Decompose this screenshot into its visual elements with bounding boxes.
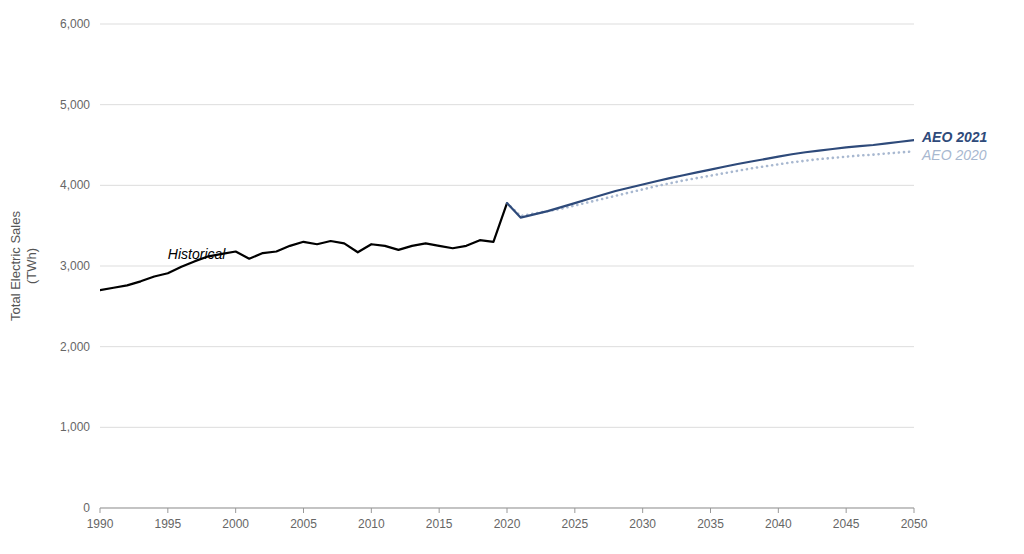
x-axis: 1990 1995 2000 2005 2010 2015 2020 2025 2030 2035… [87,508,928,531]
x-tick-label: 2025 [561,517,588,531]
series-labels: Historical AEO 2021 AEO 2020 [168,129,988,262]
x-tick-label: 2020 [494,517,521,531]
x-tick [167,508,168,513]
y-tick-label: 4,000 [60,178,90,192]
x-tick [846,508,847,513]
x-tick [914,508,915,513]
series-line [100,203,507,290]
y-axis-label-line: Total Electric Sales [8,211,23,321]
x-tick-label: 2035 [697,517,724,531]
y-tick-label: 0 [83,501,90,515]
x-tick-label: 2045 [833,517,860,531]
x-tick [439,508,440,513]
x-tick-label: 2010 [358,517,385,531]
x-tick-label: 2040 [765,517,792,531]
x-tick-label: 2015 [426,517,453,531]
y-tick-label: 2,000 [60,340,90,354]
x-tick-label: 2050 [901,517,928,531]
y-axis: 0 1,000 2,000 3,000 4,000 5,000 6,000 [60,17,914,515]
grid-line [100,104,914,105]
x-tick [100,508,101,513]
grid-line [100,346,914,347]
y-axis-label: Total Electric Sales(TWh) [8,211,39,321]
series-line [507,151,914,216]
grid-line [100,24,914,25]
y-tick-label: 5,000 [60,98,90,112]
grid-line [100,266,914,267]
x-tick [371,508,372,513]
series-label: Historical [168,246,226,262]
series-label: AEO 2021 [921,129,988,145]
x-tick [778,508,779,513]
lines [100,140,914,290]
series-line [507,140,914,217]
x-tick [303,508,304,513]
x-tick [235,508,236,513]
chart: 0 1,000 2,000 3,000 4,000 5,000 6,000 1990 1995 2… [0,0,1024,554]
x-tick [507,508,508,513]
x-tick [574,508,575,513]
y-tick-label: 3,000 [60,259,90,273]
y-tick-label: 6,000 [60,17,90,31]
y-tick-label: 1,000 [60,420,90,434]
x-tick-label: 1995 [154,517,181,531]
grid-line [100,427,914,428]
x-tick-label: 2030 [629,517,656,531]
series-label: AEO 2020 [921,147,987,163]
y-axis-label-line: (TWh) [24,248,39,284]
x-tick [642,508,643,513]
x-tick-label: 1990 [87,517,114,531]
x-tick [710,508,711,513]
grid-line [100,185,914,186]
x-tick-label: 2000 [222,517,249,531]
x-tick-label: 2005 [290,517,317,531]
